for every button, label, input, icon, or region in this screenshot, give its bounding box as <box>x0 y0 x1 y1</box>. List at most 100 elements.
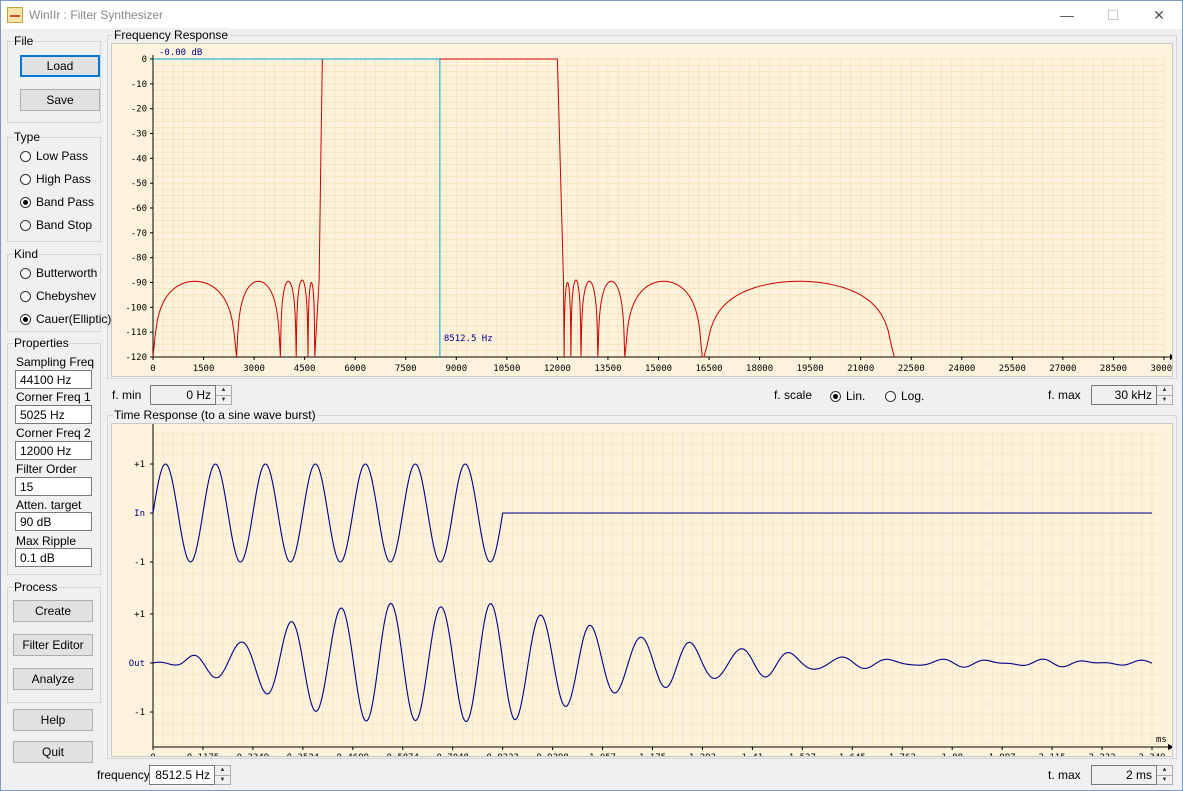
close-button[interactable]: ✕ <box>1153 6 1165 23</box>
fmin-arrows[interactable]: ▲ ▼ <box>216 385 232 405</box>
fmax-arrows[interactable]: ▲ ▼ <box>1157 385 1173 405</box>
title-bar: WinIIr : Filter Synthesizer — ☐ ✕ <box>1 1 1182 29</box>
radio-butterworth[interactable]: Butterworth <box>20 266 97 280</box>
radio-label: Band Stop <box>36 218 93 232</box>
x-tick-label: 1.762 <box>889 753 916 757</box>
order-field[interactable]: 15 <box>15 477 92 496</box>
x-axis-arrow-icon <box>1170 354 1172 360</box>
up-arrow-icon[interactable]: ▲ <box>1157 766 1172 776</box>
sampling-freq-label: Sampling Freq <box>16 355 95 369</box>
x-unit-label: ms <box>1156 735 1167 745</box>
frequency-label: frequency <box>97 768 150 782</box>
x-tick-label: 1.645 <box>839 753 866 757</box>
cursor-db-readout: -0.00 dB <box>159 48 202 58</box>
frequency-arrows[interactable]: ▲ ▼ <box>215 765 231 785</box>
x-tick-label: 9000 <box>445 364 467 374</box>
down-arrow-icon[interactable]: ▼ <box>1161 776 1168 783</box>
y-tick-label: -80 <box>131 254 147 264</box>
x-tick-label: 4500 <box>294 364 316 374</box>
corner2-field[interactable]: 12000 Hz <box>15 441 92 460</box>
x-tick-label: 24000 <box>948 364 975 374</box>
frequency-response-group: Frequency Response <box>107 28 1177 379</box>
x-tick-label: 22500 <box>898 364 925 374</box>
process-group: Process Create Filter Editor Analyze <box>7 580 101 703</box>
minimize-button[interactable]: — <box>1060 7 1074 23</box>
y-tick-label: -10 <box>131 80 147 90</box>
radio-band-stop[interactable]: Band Stop <box>20 218 92 232</box>
tmax-value[interactable]: 2 ms <box>1091 765 1157 785</box>
radio-label: Band Pass <box>36 195 95 209</box>
tmax-spinner[interactable]: 2 ms ▲ ▼ <box>1091 765 1173 785</box>
x-tick-label: 1.057 <box>589 753 616 757</box>
tmax-arrows[interactable]: ▲ ▼ <box>1157 765 1173 785</box>
load-button[interactable]: Load <box>20 55 100 77</box>
x-tick-label: 1.175 <box>639 753 666 757</box>
analyze-button[interactable]: Analyze <box>13 668 93 690</box>
x-tick-label: 0.1175 <box>187 753 220 757</box>
x-tick-label: 13500 <box>594 364 621 374</box>
quit-button[interactable]: Quit <box>13 741 93 763</box>
help-button[interactable]: Help <box>13 709 93 731</box>
up-arrow-icon[interactable]: ▲ <box>1157 386 1172 396</box>
fmax-value[interactable]: 30 kHz <box>1091 385 1157 405</box>
x-tick-label: 15000 <box>645 364 672 374</box>
radio-high-pass[interactable]: High Pass <box>20 172 91 186</box>
ripple-field[interactable]: 0.1 dB <box>15 548 92 567</box>
down-arrow-icon[interactable]: ▼ <box>220 396 227 403</box>
plot-background <box>112 424 1172 756</box>
x-tick-label: 28500 <box>1100 364 1127 374</box>
y-tick-label: -1 <box>134 558 145 568</box>
corner1-field[interactable]: 5025 Hz <box>15 405 92 424</box>
window-title: WinIIr : Filter Synthesizer <box>29 8 164 22</box>
frequency-spinner[interactable]: 8512.5 Hz ▲ ▼ <box>149 765 231 785</box>
fmax-spinner[interactable]: 30 kHz ▲ ▼ <box>1091 385 1173 405</box>
x-tick-label: 0 <box>150 753 155 757</box>
radio-lin[interactable]: Lin. <box>830 389 865 403</box>
radio-label: Low Pass <box>36 149 89 163</box>
x-tick-label: 12000 <box>544 364 571 374</box>
save-button[interactable]: Save <box>20 89 100 111</box>
up-arrow-icon[interactable]: ▲ <box>216 386 231 396</box>
time-response-group: Time Response (to a sine wave burst) <box>107 408 1177 759</box>
radio-label: Chebyshev <box>36 289 97 303</box>
x-tick-label: 0.7048 <box>436 753 469 757</box>
radio-label: High Pass <box>36 172 91 186</box>
radio-cauer[interactable]: Cauer(Elliptic) <box>20 312 111 326</box>
kind-group-label: Kind <box>13 247 40 261</box>
create-button[interactable]: Create <box>13 600 93 622</box>
corner2-label: Corner Freq 2 <box>16 426 91 440</box>
atten-label: Atten. target <box>16 498 82 512</box>
radio-indicator <box>20 267 31 279</box>
y-tick-label: -50 <box>131 179 147 189</box>
x-tick-label: 0.8223 <box>486 753 519 757</box>
x-tick-label: 19500 <box>797 364 824 374</box>
up-arrow-icon[interactable]: ▲ <box>215 766 230 776</box>
time-response-label: Time Response (to a sine wave burst) <box>113 408 317 422</box>
x-axis-arrow-icon <box>1168 744 1172 750</box>
filter-editor-button[interactable]: Filter Editor <box>13 634 93 656</box>
radio-label: Cauer(Elliptic) <box>36 312 112 326</box>
atten-field[interactable]: 90 dB <box>15 512 92 531</box>
radio-band-pass[interactable]: Band Pass <box>20 195 94 209</box>
output-signal <box>152 602 1153 723</box>
radio-log[interactable]: Log. <box>885 389 924 403</box>
radio-label: Butterworth <box>36 266 98 280</box>
y-tick-label: -1 <box>134 708 145 718</box>
radio-indicator-selected <box>830 390 841 402</box>
down-arrow-icon[interactable]: ▼ <box>219 776 226 783</box>
maximize-button[interactable]: ☐ <box>1106 6 1120 23</box>
cursor-freq-readout: 8512.5 Hz <box>444 334 493 344</box>
radio-low-pass[interactable]: Low Pass <box>20 149 88 163</box>
x-tick-label: 0.2349 <box>237 753 270 757</box>
x-tick-label: 2.115 <box>1039 753 1066 757</box>
sampling-freq-field[interactable]: 44100 Hz <box>15 370 92 389</box>
down-arrow-icon[interactable]: ▼ <box>1161 396 1168 403</box>
x-tick-label: 1.997 <box>989 753 1016 757</box>
radio-chebyshev[interactable]: Chebyshev <box>20 289 96 303</box>
y-tick-label: -110 <box>125 328 147 338</box>
x-tick-label: 0.9398 <box>536 753 569 757</box>
y-tick-label: +1 <box>134 610 145 620</box>
frequency-value[interactable]: 8512.5 Hz <box>149 765 215 785</box>
fmin-spinner[interactable]: 0 Hz ▲ ▼ <box>150 385 232 405</box>
fmin-value[interactable]: 0 Hz <box>150 385 216 405</box>
